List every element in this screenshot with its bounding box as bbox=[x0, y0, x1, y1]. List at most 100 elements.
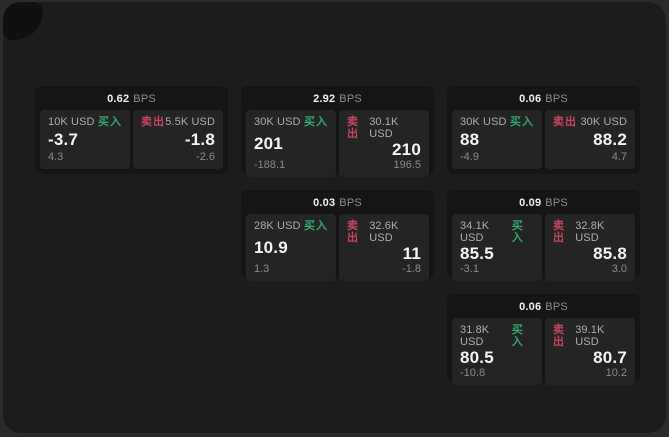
buy-panel[interactable]: 30K USD 买入 201 -188.1 bbox=[246, 110, 336, 177]
sell-price: 80.7 bbox=[593, 348, 627, 367]
buy-label: 买入 bbox=[511, 220, 524, 244]
sell-label: 卖出 bbox=[141, 116, 165, 128]
sell-panel-top: 卖出 5.5K USD bbox=[141, 116, 215, 128]
bps-unit-label: BPS bbox=[545, 93, 568, 105]
bps-unit-label: BPS bbox=[339, 197, 362, 209]
sell-price: 11 bbox=[402, 244, 421, 263]
sell-panel[interactable]: 卖出 32.8K USD 85.8 3.0 bbox=[545, 214, 635, 281]
bps-unit-label: BPS bbox=[545, 301, 568, 313]
sell-label: 卖出 bbox=[553, 116, 577, 128]
buy-price: 88 bbox=[460, 130, 480, 149]
sell-panel-top: 卖出 39.1K USD bbox=[553, 324, 627, 348]
buy-sub-value: -188.1 bbox=[254, 159, 286, 171]
sell-panel-top: 卖出 30.1K USD bbox=[347, 116, 421, 140]
sell-amount: 30K USD bbox=[580, 116, 627, 128]
sell-panel-top: 卖出 30K USD bbox=[553, 116, 627, 128]
buy-panel[interactable]: 10K USD 买入 -3.7 4.3 bbox=[40, 110, 130, 169]
sell-label: 卖出 bbox=[553, 220, 565, 244]
buy-price: 85.5 bbox=[460, 244, 494, 263]
sell-panel[interactable]: 卖出 30.1K USD 210 196.5 bbox=[339, 110, 429, 177]
buy-panel-top: 30K USD 买入 bbox=[254, 116, 328, 128]
buy-sub-value: -10.8 bbox=[460, 367, 486, 379]
sell-panel[interactable]: 卖出 30K USD 88.2 4.7 bbox=[545, 110, 635, 169]
buy-panel-top: 31.8K USD 买入 bbox=[460, 324, 534, 348]
quote-panels: 31.8K USD 买入 80.5 -10.8 卖出 39.1K USD 80.… bbox=[452, 318, 635, 385]
sell-amount: 32.6K USD bbox=[369, 220, 399, 244]
bps-header: 0.06 BPS bbox=[452, 91, 635, 107]
quote-card: 0.03 BPS 28K USD 买入 10.9 1.3 卖出 32.6K USD… bbox=[241, 190, 434, 281]
bps-value: 0.03 bbox=[313, 197, 336, 209]
quote-panels: 10K USD 买入 -3.7 4.3 卖出 5.5K USD -1.8 -2.… bbox=[40, 110, 223, 169]
buy-panel[interactable]: 28K USD 买入 10.9 1.3 bbox=[246, 214, 336, 281]
buy-label: 买入 bbox=[304, 116, 328, 128]
sell-amount: 5.5K USD bbox=[165, 116, 215, 128]
buy-amount: 30K USD bbox=[254, 116, 301, 128]
quote-panels: 30K USD 买入 201 -188.1 卖出 30.1K USD 210 1… bbox=[246, 110, 429, 177]
buy-price: 10.9 bbox=[254, 238, 288, 257]
quote-panels: 28K USD 买入 10.9 1.3 卖出 32.6K USD 11 -1.8 bbox=[246, 214, 429, 281]
sell-panel-top: 卖出 32.6K USD bbox=[347, 220, 421, 244]
bps-header: 0.09 BPS bbox=[452, 195, 635, 211]
bps-header: 0.06 BPS bbox=[452, 299, 635, 315]
bps-header: 2.92 BPS bbox=[246, 91, 429, 107]
sell-price: -1.8 bbox=[184, 130, 215, 149]
bps-header: 0.03 BPS bbox=[246, 195, 429, 211]
quote-panels: 34.1K USD 买入 85.5 -3.1 卖出 32.8K USD 85.8… bbox=[452, 214, 635, 281]
quote-card: 0.06 BPS 31.8K USD 买入 80.5 -10.8 卖出 39.1K… bbox=[447, 294, 640, 385]
sell-amount: 39.1K USD bbox=[575, 324, 605, 348]
bps-value: 0.09 bbox=[519, 197, 542, 209]
sell-amount: 30.1K USD bbox=[369, 116, 399, 140]
buy-panel-top: 10K USD 买入 bbox=[48, 116, 122, 128]
buy-label: 买入 bbox=[98, 116, 122, 128]
buy-amount: 34.1K USD bbox=[460, 220, 490, 244]
sell-sub-value: -1.8 bbox=[402, 263, 421, 275]
bps-value: 0.62 bbox=[107, 93, 130, 105]
buy-panel-top: 30K USD 买入 bbox=[460, 116, 534, 128]
sell-label: 卖出 bbox=[553, 324, 565, 348]
sell-label: 卖出 bbox=[347, 116, 359, 140]
bps-value: 0.06 bbox=[519, 93, 542, 105]
buy-price: 80.5 bbox=[460, 348, 494, 367]
sell-sub-value: 10.2 bbox=[605, 367, 627, 379]
buy-panel-top: 28K USD 买入 bbox=[254, 220, 328, 232]
quote-card: 0.62 BPS 10K USD 买入 -3.7 4.3 卖出 5.5K USD … bbox=[35, 86, 228, 174]
quote-card: 0.06 BPS 30K USD 买入 88 -4.9 卖出 30K USD 88… bbox=[447, 86, 640, 174]
sell-panel-top: 卖出 32.8K USD bbox=[553, 220, 627, 244]
buy-amount: 28K USD bbox=[254, 220, 301, 232]
sell-label: 卖出 bbox=[347, 220, 359, 244]
buy-panel-top: 34.1K USD 买入 bbox=[460, 220, 534, 244]
sell-sub-value: 3.0 bbox=[611, 263, 627, 275]
bps-header: 0.62 BPS bbox=[40, 91, 223, 107]
bps-value: 0.06 bbox=[519, 301, 542, 313]
buy-sub-value: 1.3 bbox=[254, 263, 270, 275]
sell-panel[interactable]: 卖出 39.1K USD 80.7 10.2 bbox=[545, 318, 635, 385]
buy-amount: 10K USD bbox=[48, 116, 95, 128]
sell-price: 85.8 bbox=[593, 244, 627, 263]
bps-unit-label: BPS bbox=[133, 93, 156, 105]
sell-sub-value: 4.7 bbox=[611, 151, 627, 163]
sell-sub-value: -2.6 bbox=[196, 151, 215, 163]
quote-card: 2.92 BPS 30K USD 买入 201 -188.1 卖出 30.1K U… bbox=[241, 86, 434, 177]
buy-panel[interactable]: 34.1K USD 买入 85.5 -3.1 bbox=[452, 214, 542, 281]
quote-card: 0.09 BPS 34.1K USD 买入 85.5 -3.1 卖出 32.8K … bbox=[447, 190, 640, 281]
buy-amount: 30K USD bbox=[460, 116, 507, 128]
sell-price: 88.2 bbox=[593, 130, 627, 149]
sell-price: 210 bbox=[392, 140, 421, 159]
bps-value: 2.92 bbox=[313, 93, 336, 105]
buy-amount: 31.8K USD bbox=[460, 324, 490, 348]
buy-panel[interactable]: 30K USD 买入 88 -4.9 bbox=[452, 110, 542, 169]
buy-sub-value: -3.1 bbox=[460, 263, 479, 275]
bps-unit-label: BPS bbox=[339, 93, 362, 105]
buy-label: 买入 bbox=[510, 116, 534, 128]
buy-label: 买入 bbox=[511, 324, 524, 348]
buy-panel[interactable]: 31.8K USD 买入 80.5 -10.8 bbox=[452, 318, 542, 385]
sell-sub-value: 196.5 bbox=[393, 159, 421, 171]
sell-panel[interactable]: 卖出 5.5K USD -1.8 -2.6 bbox=[133, 110, 223, 169]
buy-sub-value: 4.3 bbox=[48, 151, 64, 163]
buy-price: 201 bbox=[254, 134, 283, 153]
buy-label: 买入 bbox=[304, 220, 328, 232]
sell-panel[interactable]: 卖出 32.6K USD 11 -1.8 bbox=[339, 214, 429, 281]
quote-panels: 30K USD 买入 88 -4.9 卖出 30K USD 88.2 4.7 bbox=[452, 110, 635, 169]
buy-price: -3.7 bbox=[48, 130, 79, 149]
